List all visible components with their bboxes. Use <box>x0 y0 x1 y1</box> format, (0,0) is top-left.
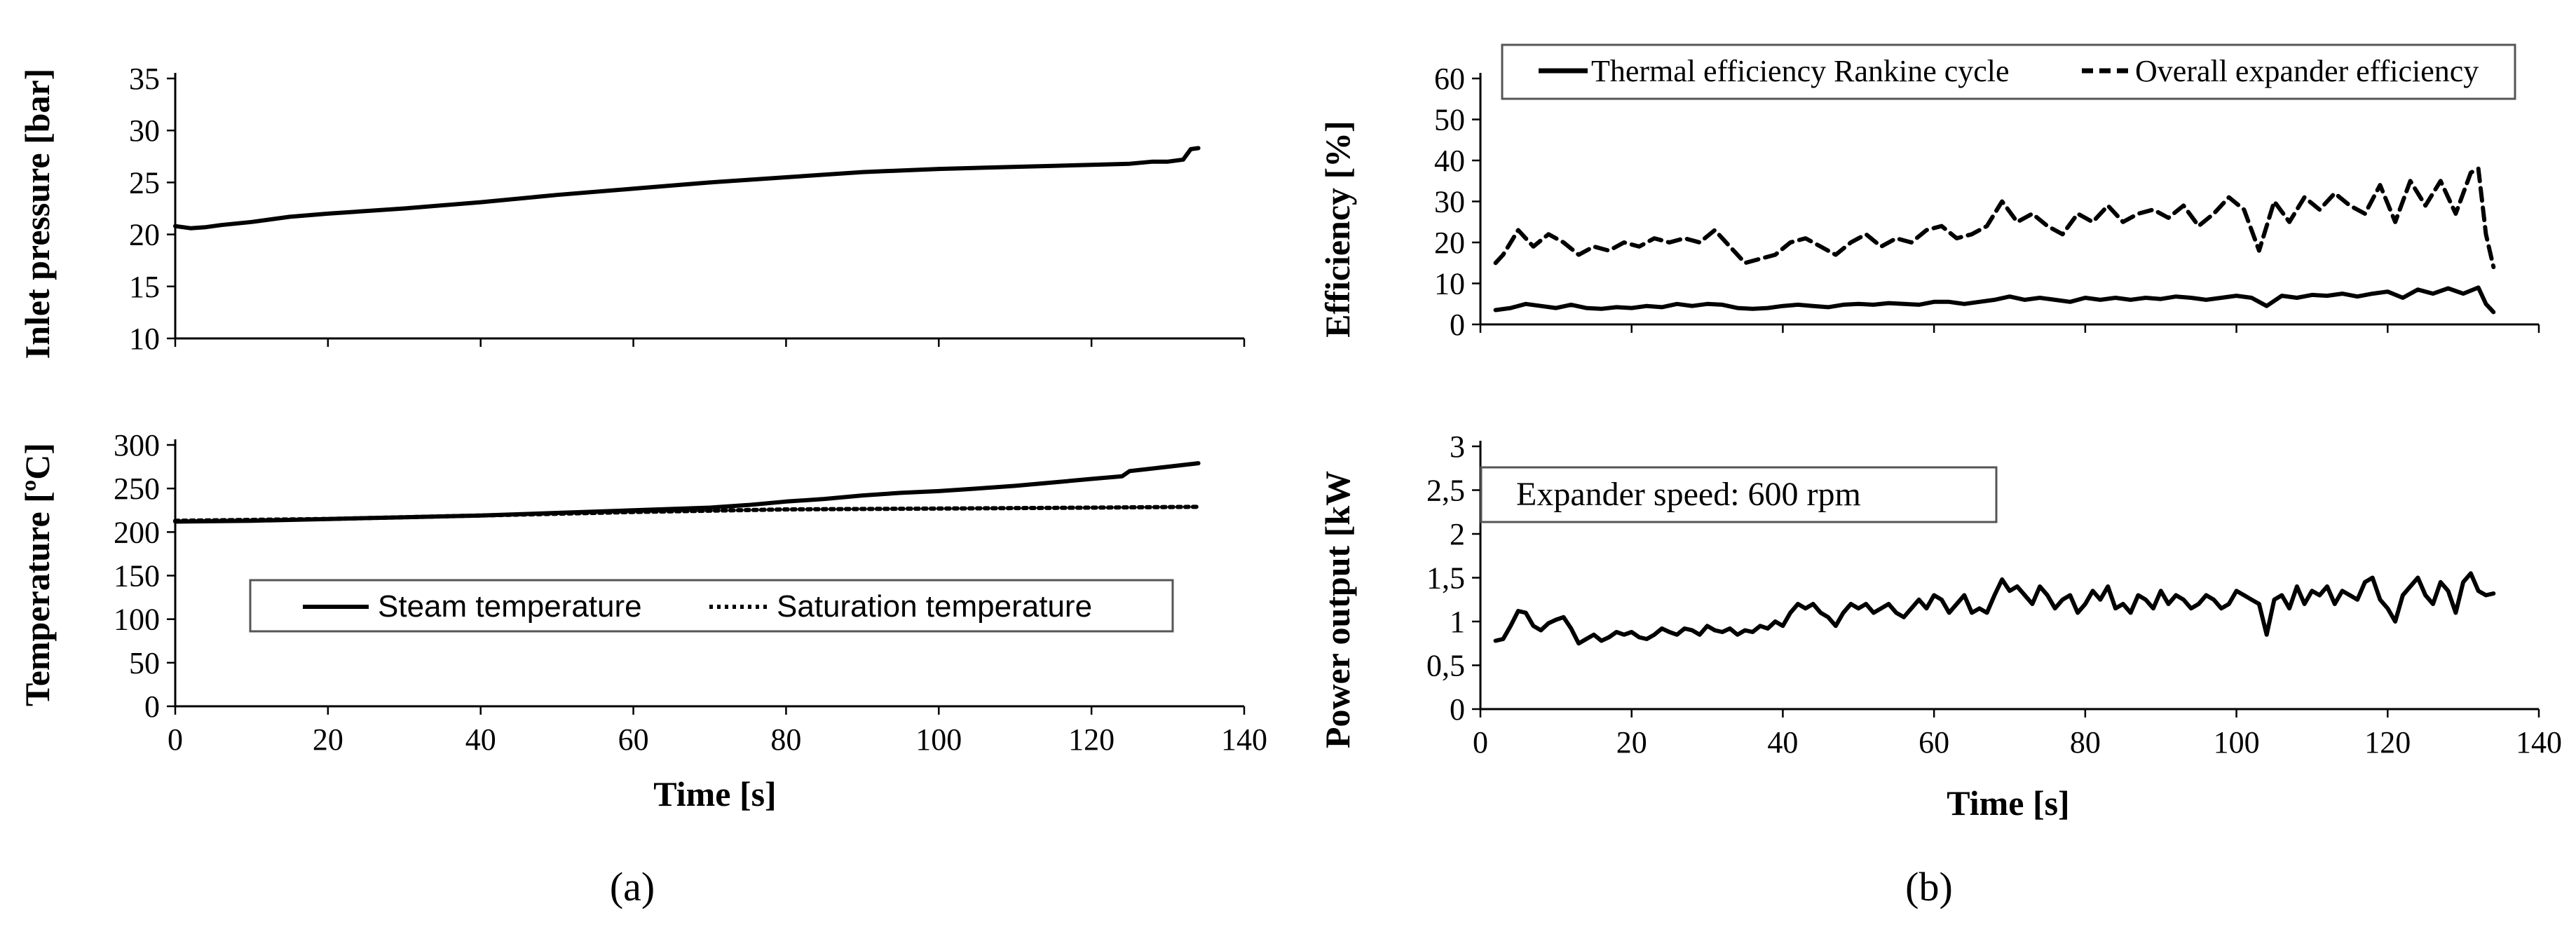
y-axis-title-inlet-pressure: Inlet pressure [bar] <box>18 69 57 359</box>
x-tick-label: 80 <box>2070 725 2101 760</box>
x-tick-label: 120 <box>1068 722 1115 757</box>
annotation-expander-speed-text: Expander speed: 600 rpm <box>1516 476 1861 513</box>
y-tick-label: 10 <box>129 322 160 356</box>
panel-label-b: (b) <box>1905 864 1953 909</box>
series-line-power-output <box>1493 571 2496 646</box>
x-tick-label: 60 <box>1919 725 1949 760</box>
y-tick-label: 200 <box>114 515 160 549</box>
y-tick-label: 2,5 <box>1426 474 1465 508</box>
legend-label-thermal: Thermal efficiency Rankine cycle <box>1591 54 2010 88</box>
x-tick-label: 20 <box>1616 725 1647 760</box>
y-tick-label: 0 <box>1450 308 1465 342</box>
x-axis-title-time-b: Time [s] <box>1947 783 2069 823</box>
legend-label-expander: Overall expander efficiency <box>2135 54 2479 88</box>
series-line-saturation-temperature <box>173 504 1201 523</box>
y-tick-label: 25 <box>129 165 160 200</box>
annotation-frame <box>1480 466 1998 523</box>
x-tick-label: 20 <box>313 722 343 757</box>
chart-efficiency: 0 10 20 30 40 50 60 Efficiency [%] Thermal eff… <box>1318 43 2540 342</box>
x-tick-label: 100 <box>915 722 962 757</box>
y-axis-title-temperature: Temperature [ºC] <box>18 443 57 706</box>
series-line-inlet-pressure <box>173 146 1201 231</box>
legend-label-saturation: Saturation temperature <box>777 589 1092 624</box>
y-tick-label: 20 <box>1434 226 1465 260</box>
y-tick-label: 40 <box>1434 144 1465 178</box>
x-tick-label: 80 <box>770 722 801 757</box>
x-tick-label: 100 <box>2214 725 2260 760</box>
y-tick-label: 20 <box>129 218 160 252</box>
x-tick-label: 140 <box>1221 722 1267 757</box>
series-line-overall-expander-efficiency <box>1493 166 2496 270</box>
y-axis-title-efficiency: Efficiency [%] <box>1318 121 1357 338</box>
legend-efficiency: Thermal efficiency Rankine cycle Overall… <box>1501 43 2516 100</box>
y-tick-label: 2 <box>1450 517 1465 551</box>
y-tick-label: 3 <box>1450 430 1465 464</box>
y-tick-label: 0,5 <box>1426 649 1465 683</box>
x-axis-title-time-a: Time [s] <box>653 774 776 813</box>
series-line-thermal-efficiency-rankine-cycle <box>1493 285 2496 315</box>
y-tick-label: 300 <box>114 428 160 462</box>
y-tick-label: 1 <box>1450 605 1465 639</box>
y-tick-label: 30 <box>129 114 160 148</box>
y-tick-label: 0 <box>144 689 160 724</box>
x-tick-label: 40 <box>465 722 496 757</box>
panel-label-a: (a) <box>610 864 655 909</box>
legend-label-steam: Steam temperature <box>378 589 642 624</box>
y-tick-label: 150 <box>114 559 160 593</box>
chart-inlet-pressure: 10 15 20 25 30 35 Inlet pressure [bar] <box>18 62 1246 359</box>
x-tick-label: 140 <box>2516 725 2562 760</box>
x-tick-label: 60 <box>618 722 649 757</box>
y-axis-title-power-output: Power output [kW <box>1318 471 1357 748</box>
y-tick-label: 35 <box>129 62 160 96</box>
y-tick-label: 10 <box>1434 267 1465 301</box>
y-tick-label: 1,5 <box>1426 561 1465 596</box>
y-tick-label: 100 <box>114 603 160 637</box>
legend-temperature: Steam temperature Saturation temperature <box>249 579 1174 633</box>
x-tick-label: 120 <box>2364 725 2411 760</box>
x-tick-label: 0 <box>1473 725 1488 760</box>
annotation-expander-speed: Expander speed: 600 rpm <box>1480 466 1998 523</box>
chart-power-output: 0 0,5 1 1,5 2 2,5 3 0 20 40 60 80 100 120 140 Power ou… <box>1318 430 2562 823</box>
y-tick-label: 60 <box>1434 62 1465 96</box>
legend-frame-efficiency <box>1501 43 2516 100</box>
x-tick-label: 0 <box>168 722 183 757</box>
y-tick-label: 50 <box>129 646 160 680</box>
x-tick-label: 40 <box>1767 725 1798 760</box>
chart-temperature: 0 50 100 150 200 250 300 0 20 40 60 80 100 120 140 Tem… <box>18 428 1267 813</box>
y-tick-label: 15 <box>129 270 160 304</box>
y-tick-label: 50 <box>1434 103 1465 137</box>
y-tick-label: 30 <box>1434 185 1465 219</box>
y-tick-label: 250 <box>114 472 160 506</box>
y-tick-label: 0 <box>1450 692 1465 727</box>
